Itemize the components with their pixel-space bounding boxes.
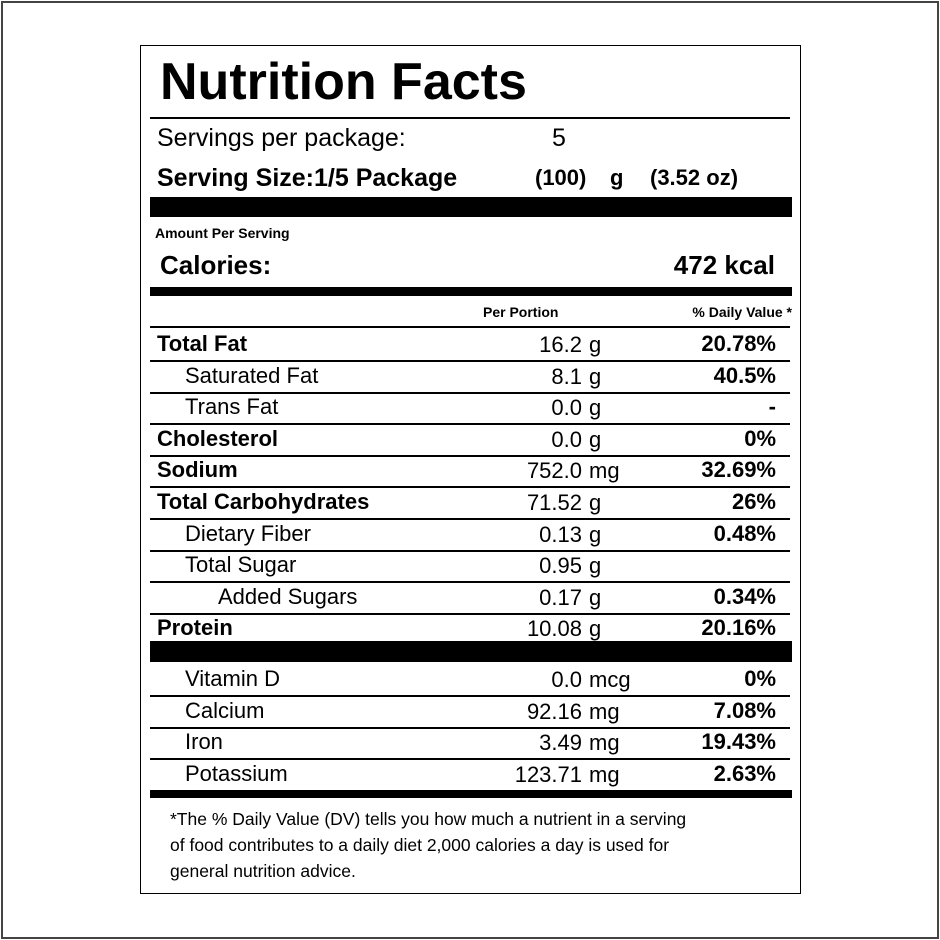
daily-value: 26% bbox=[731, 489, 776, 514]
row-rule bbox=[150, 581, 790, 584]
amount: 752.0 bbox=[526, 458, 582, 484]
row-rule bbox=[150, 726, 790, 729]
nutrient-name: Total Sugar bbox=[185, 552, 297, 578]
row-rule bbox=[150, 612, 790, 615]
calories-value: 472 kcal bbox=[673, 250, 775, 280]
amount: 0.0 bbox=[551, 667, 582, 692]
row-rule bbox=[150, 695, 790, 697]
serving-unit: g bbox=[610, 165, 624, 190]
daily-value: 40.5% bbox=[713, 362, 776, 388]
rule bbox=[150, 326, 790, 328]
daily-value: 20.78% bbox=[701, 331, 776, 356]
unit: mg bbox=[589, 761, 620, 787]
amount: 0.0 bbox=[551, 426, 582, 452]
amount: 0.17 bbox=[539, 584, 582, 610]
amount: 10.08 bbox=[526, 616, 582, 642]
thick-bar bbox=[150, 641, 792, 662]
daily-value: 32.69% bbox=[701, 457, 776, 483]
amount: 92.16 bbox=[526, 698, 582, 724]
row-rule bbox=[150, 360, 790, 362]
label-box bbox=[140, 45, 801, 894]
serving-oz: (3.52 oz) bbox=[650, 165, 739, 190]
daily-value: 0% bbox=[744, 666, 776, 691]
unit: g bbox=[589, 332, 602, 357]
col-dv: % Daily Value * bbox=[692, 304, 792, 320]
nutrient-name: Potassium bbox=[185, 760, 288, 786]
unit: g bbox=[589, 584, 602, 610]
daily-value: 2.63% bbox=[713, 760, 776, 786]
unit: mg bbox=[589, 458, 620, 484]
nutrient-name: Trans Fat bbox=[185, 394, 279, 420]
unit: g bbox=[589, 521, 602, 547]
unit: g bbox=[589, 553, 602, 579]
unit: g bbox=[589, 490, 602, 515]
footnote: *The % Daily Value (DV) tells you how mu… bbox=[170, 809, 687, 829]
row-rule bbox=[150, 391, 790, 394]
footnote: of food contributes to a daily diet 2,00… bbox=[170, 835, 670, 855]
amount: 8.1 bbox=[551, 363, 582, 389]
nutrient-name: Calcium bbox=[185, 697, 265, 723]
nutrient-name: Vitamin D bbox=[185, 666, 280, 691]
amount: 0.95 bbox=[539, 553, 582, 579]
servings-value: 5 bbox=[552, 124, 566, 152]
row-rule bbox=[150, 549, 790, 552]
daily-value: 0.34% bbox=[713, 583, 776, 609]
row-rule bbox=[150, 423, 790, 426]
daily-value: 7.08% bbox=[713, 697, 776, 723]
col-portion: Per Portion bbox=[483, 304, 559, 320]
calories-label: Calories: bbox=[160, 250, 272, 280]
thick-bar bbox=[150, 790, 792, 798]
amount-per-serving: Amount Per Serving bbox=[155, 225, 290, 241]
servings-label: Servings per package: bbox=[157, 124, 406, 152]
unit: g bbox=[589, 426, 602, 452]
daily-value: - bbox=[768, 394, 776, 420]
nutrient-name: Added Sugars bbox=[218, 583, 358, 609]
amount: 71.52 bbox=[526, 490, 582, 515]
amount: 0.0 bbox=[551, 395, 582, 421]
row-rule bbox=[150, 486, 790, 489]
daily-value: 0% bbox=[744, 425, 776, 451]
unit: g bbox=[589, 395, 602, 421]
daily-value: 20.16% bbox=[701, 615, 776, 641]
unit: mg bbox=[589, 698, 620, 724]
rule bbox=[150, 117, 790, 119]
serving-size: Serving Size:1/5 Package bbox=[157, 164, 458, 192]
amount: 0.13 bbox=[539, 521, 582, 547]
thick-bar bbox=[150, 197, 792, 217]
nutrient-name: Protein bbox=[157, 615, 233, 641]
nutrient-name: Total Carbohydrates bbox=[157, 489, 370, 514]
amount: 3.49 bbox=[539, 730, 582, 755]
nutrient-name: Total Fat bbox=[157, 331, 248, 356]
amount: 123.71 bbox=[514, 761, 582, 787]
nutrient-name: Cholesterol bbox=[157, 425, 279, 451]
amount: 16.2 bbox=[539, 332, 582, 357]
nutrient-name: Iron bbox=[185, 729, 223, 754]
row-rule bbox=[150, 518, 790, 520]
nutrient-name: Dietary Fiber bbox=[185, 520, 311, 546]
nutrient-name: Saturated Fat bbox=[185, 362, 319, 388]
unit: mcg bbox=[589, 667, 631, 692]
row-rule bbox=[150, 454, 790, 457]
title: Nutrition Facts bbox=[160, 53, 527, 111]
unit: g bbox=[589, 616, 602, 642]
footnote: general nutrition advice. bbox=[170, 861, 356, 881]
unit: g bbox=[589, 363, 602, 389]
unit: mg bbox=[589, 730, 620, 755]
thick-bar bbox=[150, 287, 792, 296]
nutrient-name: Sodium bbox=[157, 457, 238, 483]
daily-value: 0.48% bbox=[713, 520, 776, 546]
row-rule bbox=[150, 758, 790, 760]
daily-value: 19.43% bbox=[701, 729, 776, 754]
serving-grams: (100) bbox=[535, 165, 587, 190]
